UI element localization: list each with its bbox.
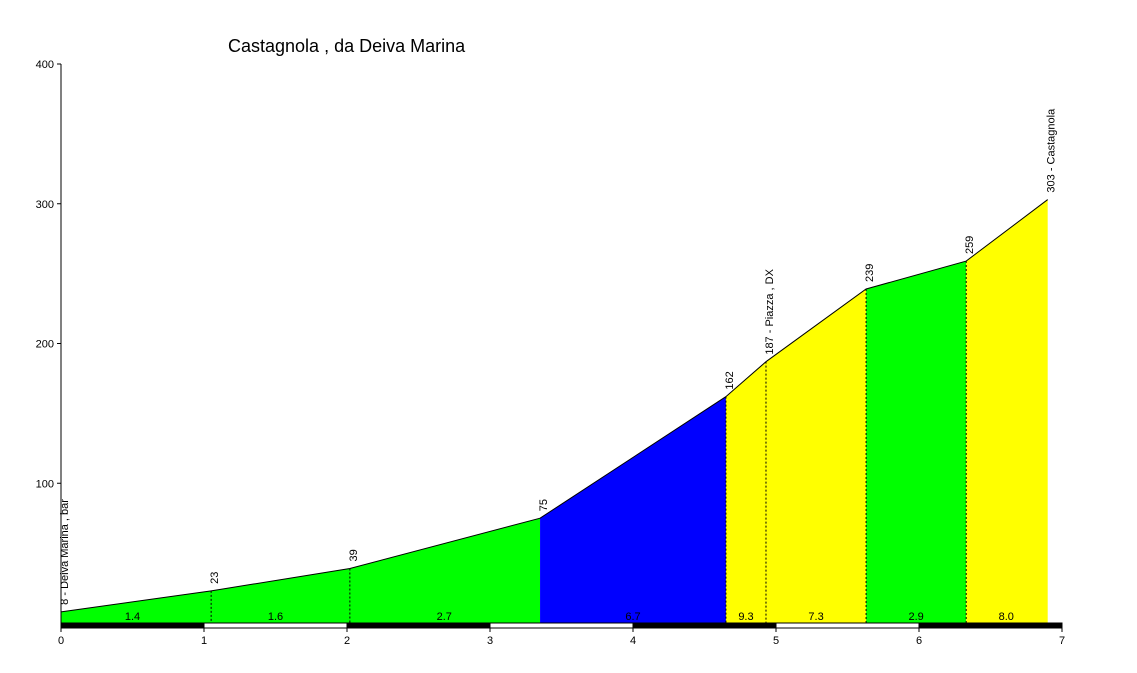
point-label-5: 162 <box>724 371 736 389</box>
chart-title: Castagnola , da Deiva Marina <box>228 36 466 56</box>
x-axis-band-6 <box>775 622 920 629</box>
x-tick-label-4: 4 <box>630 635 636 647</box>
point-label-2: 23 <box>209 572 221 584</box>
segment-fill-3 <box>725 288 867 623</box>
gradient-label-3: 2.7 <box>437 611 452 623</box>
x-tick-label-2: 2 <box>344 635 350 647</box>
segment-fill-1 <box>61 518 541 623</box>
y-tick-label-200: 200 <box>36 339 54 351</box>
segment-fills <box>61 199 1048 623</box>
point-label-3: 39 <box>348 549 360 561</box>
dashed-markers <box>210 261 967 623</box>
x-tick-label-6: 6 <box>916 635 922 647</box>
y-tick-label-300: 300 <box>36 199 54 211</box>
x-axis-band-2 <box>203 622 348 629</box>
x-axis-band-1 <box>60 622 205 629</box>
point-label-6: 187 - Piazza , DX <box>764 268 776 354</box>
x-axis-band-7 <box>918 622 1063 629</box>
x-tick-label-3: 3 <box>487 635 493 647</box>
gradient-label-4: 6.7 <box>625 611 640 623</box>
point-label-1: 8 - Deiva Marina , bar <box>59 499 71 605</box>
segment-fill-4 <box>866 261 967 623</box>
y-tick-label-400: 400 <box>36 59 54 71</box>
gradient-label-7: 2.9 <box>908 611 923 623</box>
gradient-label-6: 7.3 <box>808 611 823 623</box>
profile-line <box>60 199 1049 613</box>
segment-fill-5 <box>966 199 1048 623</box>
gradient-labels: 1.4 1.6 2.7 6.7 9.3 7.3 2.9 8.0 <box>125 611 1014 623</box>
point-label-4: 75 <box>538 499 550 511</box>
segment-fill-2 <box>540 396 726 623</box>
x-tick-label-0: 0 <box>58 635 64 647</box>
gradient-label-2: 1.6 <box>268 611 283 623</box>
x-axis-band-3 <box>346 622 491 629</box>
x-axis-band-5 <box>632 622 777 629</box>
y-tick-label-100: 100 <box>36 478 54 490</box>
point-labels: 8 - Deiva Marina , bar 23 39 75 162 187 - Pia… <box>59 108 1058 605</box>
point-label-8: 259 <box>964 236 976 254</box>
gradient-label-5: 9.3 <box>738 611 753 623</box>
gradient-label-8: 8.0 <box>999 611 1014 623</box>
point-label-9: 303 - Castagnola <box>1046 108 1058 193</box>
x-axis-band-4 <box>489 622 634 629</box>
x-tick-label-5: 5 <box>773 635 779 647</box>
gradient-label-1: 1.4 <box>125 611 140 623</box>
x-tick-label-1: 1 <box>201 635 207 647</box>
profile-line-group <box>60 199 1049 613</box>
x-tick-label-7: 7 <box>1059 635 1065 647</box>
point-label-7: 239 <box>864 264 876 282</box>
